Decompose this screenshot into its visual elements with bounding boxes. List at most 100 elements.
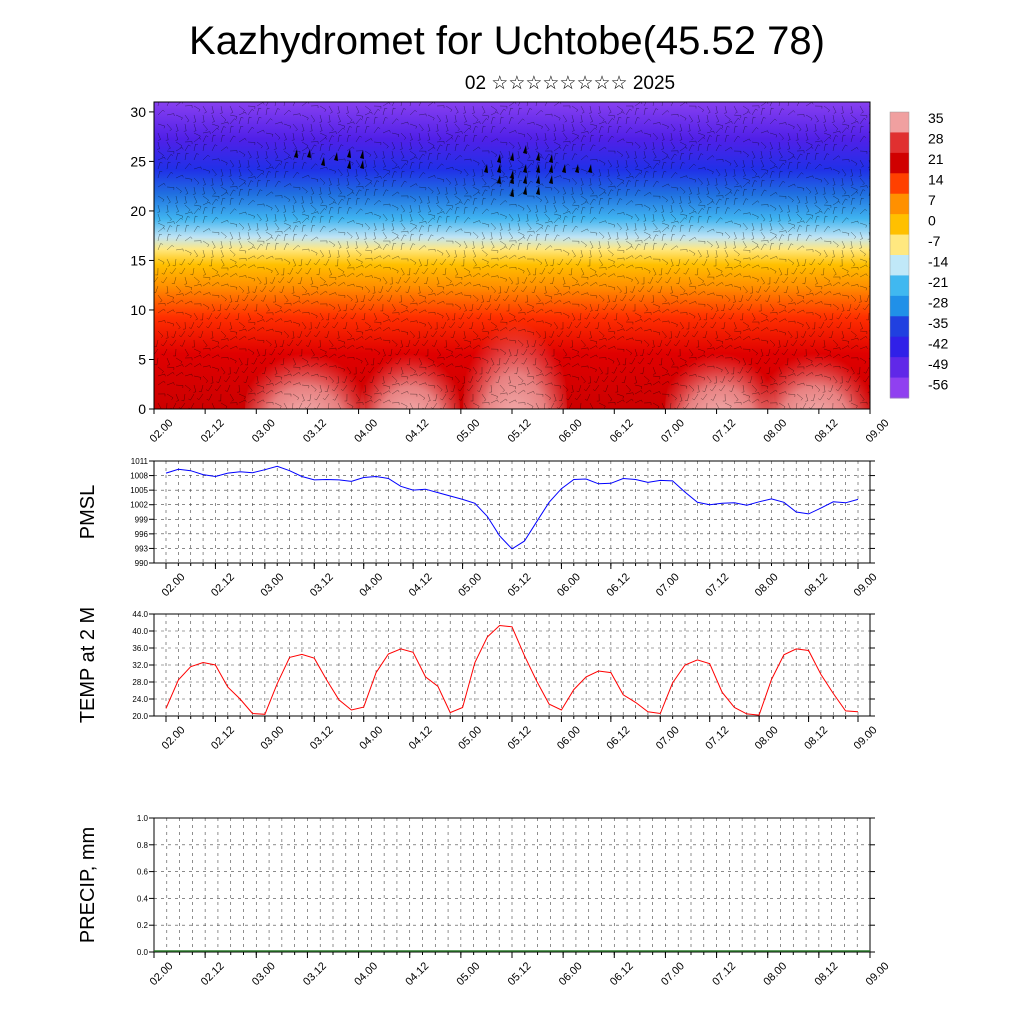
xtick-label: 07.00 [654, 724, 682, 752]
xtick-label: 02.12 [199, 960, 227, 988]
heatmap-xtick-label: 07.12 [710, 417, 738, 445]
xtick-label: 03.12 [308, 724, 336, 752]
wind-pennant-1 [307, 149, 311, 158]
xtick-label: 07.00 [659, 960, 687, 988]
wind-pennant-0 [294, 149, 298, 158]
xtick-label: 08.00 [761, 960, 789, 988]
wind-pennant-23 [510, 175, 514, 184]
series-line [165, 465, 859, 550]
ytick-label: 993 [135, 544, 149, 553]
xtick-label: 05.00 [454, 960, 482, 988]
wind-pennant-17 [536, 164, 540, 173]
colorbar-label: 28 [928, 131, 944, 147]
heatmap-xtick-label: 02.00 [148, 417, 176, 445]
xtick-label: 07.12 [703, 571, 731, 599]
colorbar-label: -7 [928, 233, 941, 249]
wind-pennants [294, 145, 592, 197]
colorbar-cell [890, 132, 909, 154]
heatmap-ytick-label: 0 [138, 401, 146, 417]
xtick-label: 06.00 [555, 724, 583, 752]
wind-pennant-21 [588, 164, 592, 173]
xtick-label: 08.00 [753, 571, 781, 599]
wind-pennant-6 [347, 160, 351, 169]
heatmap-xtick-label: 08.00 [761, 417, 789, 445]
ytick-label: 40.0 [132, 627, 148, 636]
wind-pennant-13 [484, 164, 488, 173]
xtick-label: 02.12 [209, 724, 237, 752]
wind-pennant-14 [497, 164, 501, 173]
xtick-label: 08.12 [802, 571, 830, 599]
colorbar-label: -49 [928, 356, 948, 372]
wind-pennant-9 [510, 152, 514, 161]
ytick-label: 28.0 [132, 678, 148, 687]
colorbar-cell [890, 357, 909, 379]
xtick-label: 08.00 [753, 724, 781, 752]
colorbar-label: -42 [928, 336, 948, 352]
xtick-label: 05.12 [506, 571, 534, 599]
xtick-label: 04.00 [357, 724, 385, 752]
xtick-label: 03.00 [250, 960, 278, 988]
wind-pennant-2 [321, 157, 325, 166]
xtick-label: 04.00 [357, 571, 385, 599]
heatmap-xtick-label: 04.00 [352, 417, 380, 445]
panel-grid [153, 817, 870, 953]
colorbar-cell [890, 234, 909, 256]
panel-grid [154, 460, 870, 564]
heatmap-ytick-label: 20 [130, 203, 146, 219]
heatmap-hotspot-4 [760, 339, 870, 409]
ytick-label: 36.0 [132, 644, 148, 653]
xtick-label: 06.00 [557, 960, 585, 988]
xtick-label: 09.00 [852, 724, 880, 752]
heatmap-xtick-label: 06.00 [557, 417, 585, 445]
ytick-label: 0.8 [137, 841, 149, 850]
panel-ylabel: PMSL [77, 485, 99, 539]
colorbar-cell [890, 295, 909, 317]
ytick-label: 0.6 [137, 868, 149, 877]
wind-pennant-22 [497, 175, 501, 184]
page-subtitle: 02 ☆☆☆☆☆☆☆☆ 2025 [464, 73, 676, 94]
xtick-label: 02.00 [148, 960, 176, 988]
ytick-label: 1011 [131, 457, 149, 466]
heatmap-xtick-label: 07.00 [659, 417, 687, 445]
heatmap-xtick-label: 05.00 [454, 417, 482, 445]
xtick-label: 09.00 [864, 960, 892, 988]
xtick-label: 06.12 [604, 571, 632, 599]
wind-pennant-11 [536, 152, 540, 161]
colorbar-cell [890, 275, 909, 297]
colorbar-cell [890, 193, 909, 215]
xtick-label: 05.12 [506, 960, 534, 988]
series-line [165, 624, 859, 716]
xtick-label: 07.12 [703, 724, 731, 752]
wind-pennant-20 [575, 164, 579, 173]
xtick-label: 04.12 [407, 724, 435, 752]
colorbar-cell [890, 377, 909, 399]
xtick-label: 09.00 [852, 571, 880, 599]
colorbar-label: 35 [928, 110, 944, 126]
ytick-label: 44.0 [132, 610, 148, 619]
xtick-label: 07.00 [654, 571, 682, 599]
panel-ylabel: PRECIP, mm [77, 827, 99, 943]
wind-pennant-29 [536, 186, 540, 195]
colorbar-label: 21 [928, 151, 944, 167]
heatmap-xtick-label: 03.00 [250, 417, 278, 445]
xtick-label: 05.00 [456, 571, 484, 599]
wind-pennant-26 [549, 175, 553, 184]
ytick-label: 0.4 [137, 894, 149, 903]
ytick-label: 24.0 [132, 695, 148, 704]
xtick-label: 05.00 [456, 724, 484, 752]
heatmap-xtick-label: 09.00 [864, 417, 892, 445]
heatmap-xtick-label: 05.12 [506, 417, 534, 445]
colorbar-label: -21 [928, 274, 948, 290]
wind-pennant-5 [360, 150, 364, 159]
heatmap-ytick-label: 30 [130, 104, 146, 120]
ytick-label: 1005 [130, 486, 148, 495]
ytick-label: 1.0 [137, 814, 149, 823]
xtick-label: 08.12 [802, 724, 830, 752]
colorbar-label: -35 [928, 315, 948, 331]
ytick-label: 999 [135, 515, 149, 524]
wind-pennant-4 [347, 149, 351, 158]
wind-pennant-18 [549, 164, 553, 173]
heatmap-xtick-label: 06.12 [608, 417, 636, 445]
wind-pennant-7 [360, 160, 364, 169]
